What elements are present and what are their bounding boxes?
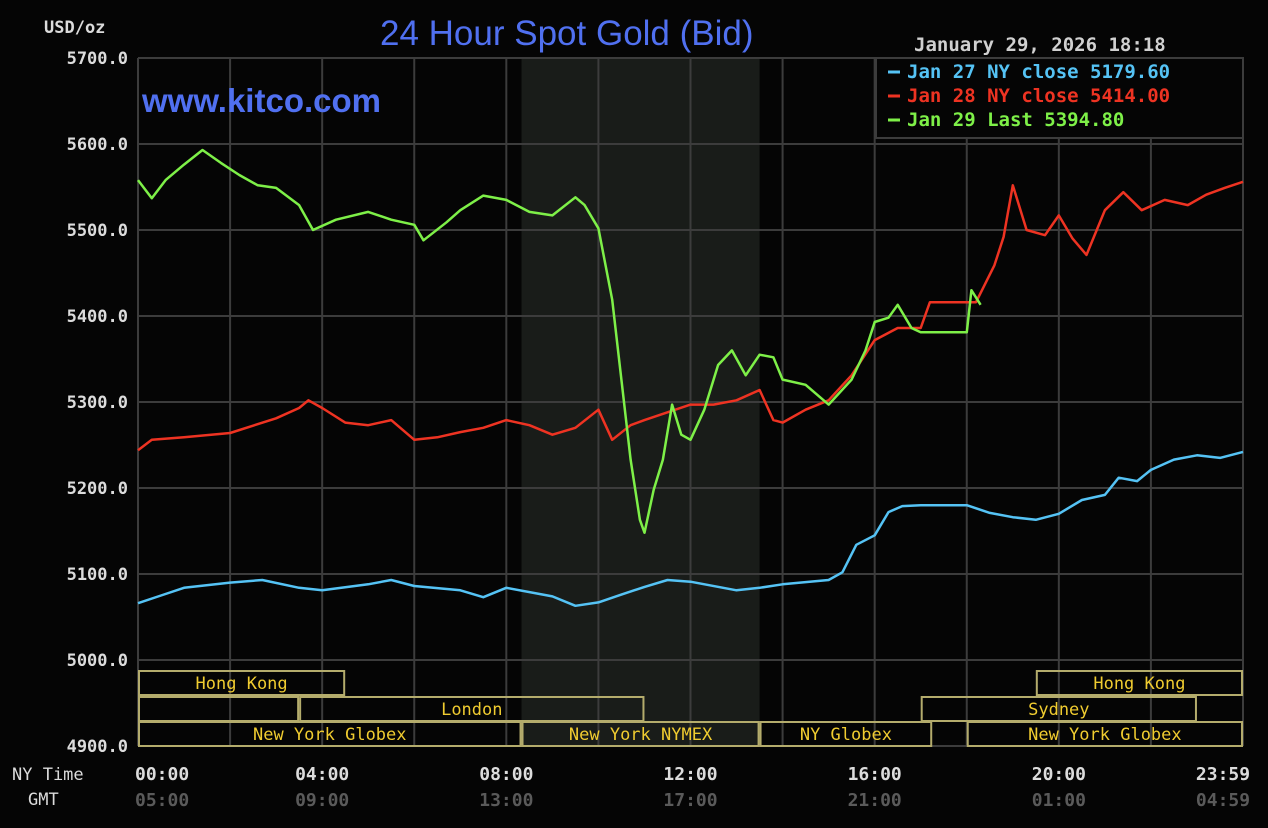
series-line-2	[137, 148, 982, 534]
x-tick-gmt: 13:00	[479, 790, 533, 811]
session-box	[1035, 670, 1243, 696]
series-line-1	[137, 180, 1244, 452]
x-tick-ny: 23:59	[1196, 764, 1250, 785]
x-tick-ny: 20:00	[1032, 764, 1086, 785]
y-tick-label: 5500.0	[67, 221, 128, 241]
session-box	[759, 721, 933, 747]
y-tick-label: 5700.0	[67, 49, 128, 69]
y-tick-label: 5000.0	[67, 651, 128, 671]
session-label: London	[441, 700, 502, 720]
x-row-label-ny: NY Time	[12, 765, 84, 785]
timestamp: January 29, 2026 18:18	[914, 34, 1166, 56]
legend-entry: Jan 28 NY close 5414.00	[907, 85, 1170, 107]
y-tick-label: 5600.0	[67, 135, 128, 155]
legend-entry: Jan 29 Last 5394.80	[907, 109, 1124, 131]
session-label: New York Globex	[1028, 725, 1182, 745]
session-label: Sydney	[1028, 700, 1089, 720]
series-line-0	[137, 450, 1244, 608]
y-tick-label: 5100.0	[67, 565, 128, 585]
y-axis-unit: USD/oz	[44, 18, 106, 38]
legend-box	[875, 57, 1244, 139]
session-label: Hong Kong	[196, 674, 288, 694]
x-tick-gmt: 21:00	[848, 790, 902, 811]
watermark: www.kitco.com	[142, 82, 381, 119]
session-label: New York Globex	[253, 725, 407, 745]
x-tick-ny: 04:00	[295, 764, 349, 785]
legend-entry: Jan 27 NY close 5179.60	[907, 61, 1170, 83]
session-box	[138, 721, 522, 747]
x-tick-gmt: 09:00	[295, 790, 349, 811]
chart-title: 24 Hour Spot Gold (Bid)	[380, 14, 754, 53]
x-tick-ny: 00:00	[135, 764, 189, 785]
x-tick-gmt: 01:00	[1032, 790, 1086, 811]
x-tick-ny: 12:00	[663, 764, 717, 785]
x-tick-gmt: 05:00	[135, 790, 189, 811]
y-tick-label: 5300.0	[67, 393, 128, 413]
y-tick-label: 5400.0	[67, 307, 128, 327]
session-label: New York NYMEX	[569, 725, 713, 745]
session-box	[138, 670, 346, 696]
x-tick-gmt: 17:00	[663, 790, 717, 811]
y-tick-label: 4900.0	[67, 737, 128, 757]
session-box	[138, 696, 300, 722]
session-label: Hong Kong	[1093, 674, 1185, 694]
x-tick-ny: 16:00	[848, 764, 902, 785]
session-label: NY Globex	[800, 725, 892, 745]
x-tick-gmt: 04:59	[1196, 790, 1250, 811]
x-row-label-gmt: GMT	[28, 790, 59, 810]
session-box	[521, 721, 760, 747]
session-box	[966, 721, 1243, 747]
x-tick-ny: 08:00	[479, 764, 533, 785]
y-tick-label: 5200.0	[67, 479, 128, 499]
